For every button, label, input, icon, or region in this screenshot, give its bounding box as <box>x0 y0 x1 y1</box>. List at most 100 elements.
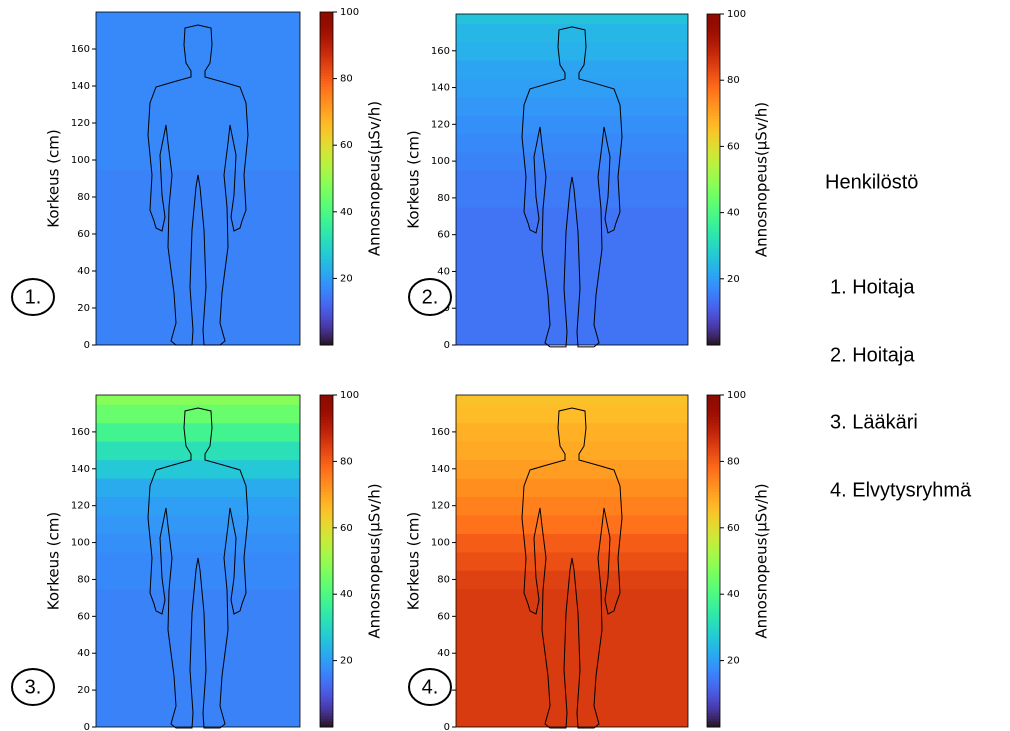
y-tick-label: 60 <box>437 230 450 241</box>
y-tick-label: 120 <box>71 118 90 129</box>
dose-band <box>456 262 688 281</box>
dose-band <box>96 151 300 170</box>
dose-band <box>96 441 300 460</box>
dose-band <box>456 244 688 263</box>
colorbar-label: Annosnopeus(µSv/h) <box>366 483 384 638</box>
dose-band <box>456 97 688 116</box>
y-tick-label: 80 <box>437 574 450 585</box>
y-tick-label: 0 <box>444 722 450 731</box>
dose-band <box>456 404 688 423</box>
colorbar-tick-label: 40 <box>340 207 353 218</box>
y-axis-label: Korkeus (cm) <box>405 130 423 228</box>
y-tick-label: 100 <box>431 156 450 167</box>
y-tick-label: 100 <box>71 538 90 549</box>
colorbar-label: Annosnopeus(µSv/h) <box>753 102 771 257</box>
dose-band <box>456 441 688 460</box>
dose-band <box>456 207 688 226</box>
colorbar-tick-label: 40 <box>727 589 740 600</box>
dose-band <box>96 40 300 59</box>
dose-band <box>456 78 688 97</box>
dose-band <box>96 206 300 225</box>
dose-band <box>456 317 688 336</box>
panel-label: 2. <box>422 286 439 308</box>
dose-band <box>96 225 300 244</box>
dose-band <box>96 478 300 497</box>
dose-band <box>456 281 688 300</box>
y-tick-label: 100 <box>71 155 90 166</box>
colorbar-tick-label: 20 <box>727 274 740 285</box>
dose-band <box>456 152 688 171</box>
dose-band <box>96 21 300 40</box>
y-tick-label: 40 <box>77 266 90 277</box>
y-tick-label: 60 <box>77 611 90 622</box>
y-tick-label: 20 <box>77 303 90 314</box>
legend-item: 3. Lääkäri <box>830 411 918 433</box>
legend-item: 4. Elvytysryhmä <box>830 479 972 501</box>
dose-band <box>96 132 300 151</box>
dose-band <box>96 699 300 718</box>
dose-band <box>456 681 688 700</box>
dose-band <box>456 115 688 134</box>
dose-band <box>456 60 688 79</box>
dose-band <box>456 589 688 608</box>
y-tick-label: 0 <box>444 340 450 351</box>
dose-band <box>456 134 688 153</box>
y-tick-label: 100 <box>431 538 450 549</box>
legend-title: Henkilöstö <box>825 171 918 193</box>
colorbar-tick-label: 100 <box>340 390 359 401</box>
dose-band <box>96 169 300 188</box>
colorbar-tick-label: 20 <box>340 273 353 284</box>
dose-band <box>456 533 688 552</box>
y-tick-label: 120 <box>431 119 450 130</box>
colorbar-tick-label: 40 <box>727 208 740 219</box>
panel: 020406080100120140160Korkeus (cm)2040608… <box>405 386 771 731</box>
dose-band <box>456 460 688 479</box>
dose-band <box>96 299 300 318</box>
colorbar-label: Annosnopeus(µSv/h) <box>366 101 384 256</box>
dose-band <box>96 58 300 77</box>
y-tick-label: 140 <box>71 464 90 475</box>
y-tick-label: 60 <box>77 229 90 240</box>
y-tick-label: 40 <box>437 648 450 659</box>
dose-band <box>456 570 688 589</box>
panel-label: 3. <box>25 676 42 698</box>
dose-band <box>456 515 688 534</box>
colorbar-tick-label: 20 <box>727 656 740 667</box>
colorbar-tick-label: 100 <box>340 7 359 18</box>
y-tick-label: 20 <box>77 685 90 696</box>
dose-band <box>96 607 300 626</box>
dose-band <box>456 478 688 497</box>
dose-band <box>96 515 300 534</box>
legend-item: 2. Hoitaja <box>830 344 915 366</box>
dose-band <box>456 423 688 442</box>
y-tick-label: 60 <box>437 611 450 622</box>
colorbar-tick-label: 80 <box>340 456 353 467</box>
colorbar-tick-label: 60 <box>340 523 353 534</box>
y-tick-label: 140 <box>431 464 450 475</box>
figure: Henkilöstö 1. Hoitaja 2. Hoitaja 3. Lääk… <box>0 0 1010 731</box>
y-tick-label: 0 <box>84 340 90 351</box>
colorbar-label: Annosnopeus(µSv/h) <box>753 483 771 638</box>
dose-band <box>96 496 300 515</box>
colorbar-tick-label: 80 <box>727 456 740 467</box>
dose-band <box>96 681 300 700</box>
dose-band <box>456 23 688 42</box>
dose-band <box>96 262 300 281</box>
colorbar-tick-label: 40 <box>340 589 353 600</box>
dose-band <box>456 42 688 61</box>
colorbar-tick-label: 60 <box>727 141 740 152</box>
colorbar-tick-label: 100 <box>727 390 746 401</box>
panel-label: 4. <box>422 676 439 698</box>
y-tick-label: 140 <box>431 83 450 94</box>
dose-band <box>456 189 688 208</box>
colorbar-tick-label: 100 <box>727 9 746 20</box>
panel: 020406080100120140160Korkeus (cm)2040608… <box>12 3 384 355</box>
dose-band <box>96 317 300 336</box>
dose-band <box>96 533 300 552</box>
dose-band <box>96 718 300 731</box>
dose-band <box>456 626 688 645</box>
dose-band <box>96 423 300 442</box>
y-tick-label: 40 <box>77 648 90 659</box>
y-tick-label: 120 <box>431 501 450 512</box>
